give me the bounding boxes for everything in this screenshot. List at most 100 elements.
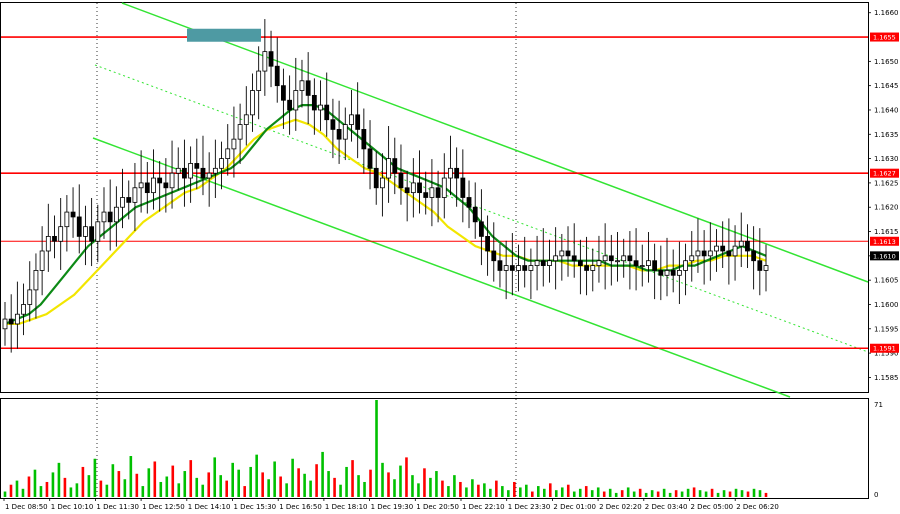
price-tick-label: 1.1590	[874, 350, 899, 358]
candle-body	[52, 235, 57, 242]
candle-body	[559, 250, 565, 257]
candle-body	[219, 158, 224, 169]
candle-body	[417, 182, 422, 194]
candle-body	[707, 250, 713, 257]
candle-body	[182, 167, 187, 179]
price-tick-label: 1.1635	[874, 131, 899, 139]
candle-body	[89, 226, 95, 242]
time-axis: 1 Dec 08:50 1 Dec 10:10 1 Dec 11:30 1 Dec 1…	[3, 498, 779, 511]
time-tick-label: 1 Dec 08:50	[5, 503, 48, 511]
candle-body	[126, 197, 132, 203]
candle-body	[206, 172, 212, 179]
highlight-box	[187, 28, 261, 42]
candle-body	[491, 250, 497, 262]
candle-body	[45, 235, 51, 252]
candle-body	[373, 167, 379, 189]
candle-body	[311, 94, 317, 111]
candle-body	[64, 211, 70, 228]
candle-body	[386, 158, 391, 179]
level-tag-label: 1.1655	[873, 34, 896, 42]
candle-body	[70, 211, 76, 218]
candle-body	[441, 177, 447, 198]
candle-body	[714, 245, 719, 252]
candle-body	[466, 197, 472, 208]
candle-body	[596, 260, 602, 266]
candle-body	[262, 51, 268, 72]
candle-body	[151, 177, 156, 194]
candle-body	[243, 114, 249, 125]
time-tick-label: 1 Dec 12:50	[142, 503, 185, 511]
candle-body	[287, 99, 293, 111]
price-tick-label: 1.1600	[874, 301, 899, 309]
candle-body	[615, 260, 620, 263]
candle-body	[237, 124, 243, 140]
candle-body	[58, 226, 64, 242]
candle-body	[318, 104, 323, 111]
candle-body	[380, 177, 385, 189]
grid	[96, 3, 517, 498]
candle-body	[200, 167, 206, 179]
candle-body	[132, 187, 138, 203]
candle-body	[336, 129, 342, 140]
price-tick-label: 1.1625	[874, 179, 899, 187]
level-tag-label: 1.1613	[873, 238, 896, 246]
price-tick-label: 1.1660	[874, 9, 899, 17]
candle-body	[144, 182, 150, 194]
volume-panel-frame	[0, 398, 869, 499]
price-tick-label: 1.1645	[874, 82, 899, 90]
candle-body	[33, 270, 39, 291]
candle-body	[547, 260, 552, 266]
candle-body	[39, 250, 45, 271]
candle-body	[8, 318, 14, 325]
time-tick-label: 2 Dec 02:20	[599, 503, 642, 511]
candle-body	[95, 221, 101, 242]
highlight-marker	[187, 28, 261, 42]
candle-body	[299, 80, 305, 91]
candle-body	[602, 255, 608, 262]
candle-body	[553, 255, 559, 262]
time-tick-label: 1 Dec 10:10	[51, 503, 94, 511]
candle-body	[27, 289, 33, 305]
level-tag-label: 1.1627	[873, 170, 896, 178]
volume-axis: 71 0	[874, 401, 883, 499]
candle-body	[231, 138, 237, 150]
candle-body	[101, 211, 107, 223]
candle-body	[410, 182, 416, 194]
candle-body	[429, 187, 435, 198]
price-tick-label: 1.1620	[874, 204, 899, 212]
candle-body	[169, 172, 175, 189]
candle-body	[212, 167, 218, 174]
price-panel-frame	[0, 2, 869, 393]
price-levels	[1, 36, 868, 350]
candle-body	[751, 250, 757, 262]
volume-max-label: 71	[874, 401, 883, 409]
candle-body	[509, 265, 515, 271]
candle-body	[763, 265, 769, 271]
volume-zero-label: 0	[874, 491, 878, 499]
candle-body	[157, 177, 163, 184]
candle-body	[639, 265, 645, 267]
time-tick-label: 1 Dec 15:30	[234, 503, 277, 511]
candle-body	[2, 318, 8, 330]
candle-body	[590, 265, 596, 271]
candle-body	[478, 221, 484, 237]
candle-body	[14, 313, 20, 325]
price-axis: 1.1660 1.1650 1.1645 1.1640 1.1635 1.1630 1.16…	[868, 9, 899, 382]
candle-body	[738, 240, 744, 247]
candle-body	[584, 265, 589, 271]
price-tick-label: 1.1640	[874, 106, 899, 114]
time-tick-label: 2 Dec 03:40	[645, 503, 688, 511]
candle-body	[621, 255, 627, 262]
time-tick-label: 1 Dec 23:30	[508, 503, 551, 511]
candle-body	[83, 226, 88, 237]
candle-body	[652, 260, 658, 271]
candle-body	[608, 255, 614, 262]
volume-bars	[3, 400, 768, 497]
candle-body	[225, 148, 231, 159]
candle-body	[274, 65, 280, 87]
candle-body	[571, 255, 577, 262]
level-tag	[870, 343, 899, 353]
candle-body	[342, 124, 348, 140]
level-tag	[870, 251, 899, 261]
